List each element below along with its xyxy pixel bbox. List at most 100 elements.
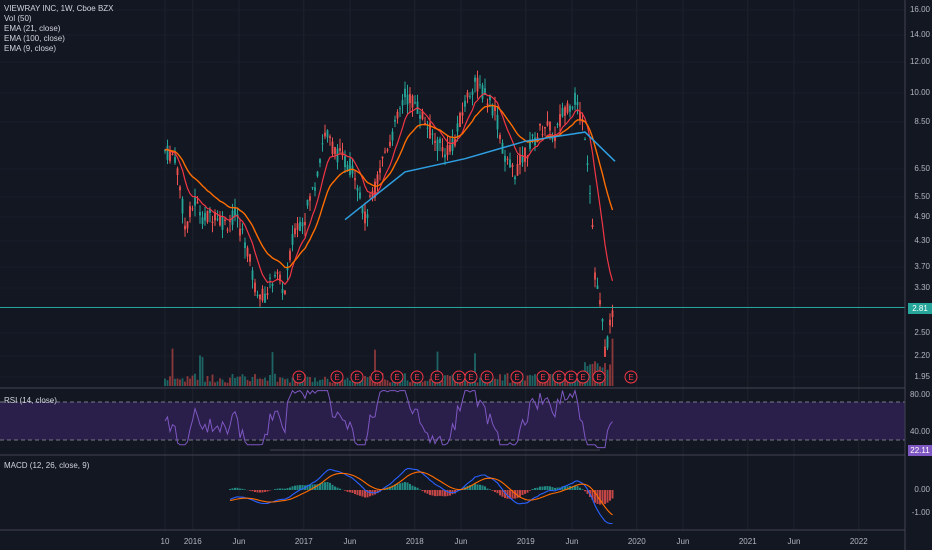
legend-ema21[interactable]: EMA (21, close) [4, 24, 61, 33]
macd-histogram-bar [424, 490, 426, 493]
candle-body [604, 346, 606, 357]
earnings-marker-label: E [434, 373, 439, 382]
volume-bar [526, 375, 529, 386]
volume-bar [339, 379, 341, 386]
candle-body [459, 112, 461, 127]
volume-bar [371, 379, 374, 386]
candle-body [214, 212, 216, 221]
candle-body [176, 168, 179, 175]
macd-histogram-bar [526, 490, 529, 493]
volume-bar [481, 381, 484, 386]
candle-body [174, 157, 176, 163]
macd-histogram-bar [501, 490, 504, 497]
macd-histogram-bar [444, 490, 446, 497]
volume-bar [319, 379, 321, 386]
candle-body [259, 294, 261, 300]
macd-panel [229, 468, 614, 525]
volume-bar [509, 382, 511, 386]
macd-histogram-bar [586, 490, 589, 494]
candle-body [469, 96, 471, 98]
macd-histogram-bar [579, 487, 581, 490]
macd-histogram-bar [611, 490, 614, 499]
candle-body [504, 155, 506, 162]
candle-body [491, 104, 494, 116]
candle-body [426, 127, 429, 129]
macd-histogram-bar [411, 485, 414, 490]
volume-bar [494, 378, 496, 386]
macd-histogram-bar [534, 488, 536, 490]
legend-vol[interactable]: Vol (50) [4, 14, 32, 23]
volume-bar [311, 381, 314, 386]
rsi-panel [0, 388, 905, 451]
macd-histogram-bar [479, 484, 481, 490]
symbol-title[interactable]: VIEWRAY INC, 1W, Cboe BZX [4, 4, 114, 13]
candle-body [479, 84, 481, 86]
candle-body [289, 250, 291, 261]
candle-body [281, 289, 284, 294]
signal-line [229, 471, 613, 516]
candle-body [434, 141, 436, 143]
volume-bar [254, 374, 256, 386]
candle-body [589, 192, 591, 194]
candle-body [206, 210, 209, 223]
candle-body [474, 77, 476, 82]
macd-histogram-bar [494, 490, 496, 493]
rsi-label[interactable]: RSI (14, close) [4, 396, 57, 405]
macd-histogram-bar [306, 484, 309, 490]
macd-histogram-bar [369, 490, 371, 497]
volume-bar [446, 375, 449, 386]
earnings-marker-label: E [580, 373, 585, 382]
volume-bar [524, 380, 526, 386]
macd-histogram-bar [401, 482, 404, 490]
volume-bar [204, 381, 206, 386]
candle-body [221, 215, 224, 230]
volume-bar [539, 381, 541, 386]
candle-body [439, 138, 441, 144]
earnings-marker-circle [370, 370, 384, 384]
candle-body [324, 132, 326, 137]
volume-bar [429, 378, 431, 386]
legend-ema100[interactable]: EMA (100, close) [4, 34, 65, 43]
candle-body [581, 119, 584, 123]
candle-body [209, 209, 211, 213]
macd-histogram-bar [539, 486, 541, 490]
macd-histogram-bar [339, 488, 341, 490]
earnings-marker-label: E [354, 373, 359, 382]
macd-label[interactable]: MACD (12, 26, close, 9) [4, 461, 90, 470]
macd-histogram-bar [404, 481, 406, 490]
macd-histogram-bar [244, 489, 246, 490]
volume-bar [229, 377, 231, 386]
volume-bar [346, 377, 349, 386]
macd-histogram-bar [591, 490, 594, 500]
volume-bar [291, 377, 294, 386]
legend-ema9[interactable]: EMA (9, close) [4, 44, 57, 53]
earnings-marker-label: E [596, 373, 601, 382]
volume-bar [309, 377, 311, 386]
macd-histogram-bar [521, 490, 524, 495]
volume-bar [304, 374, 306, 386]
macd-histogram-bar [299, 484, 301, 490]
candle-body [494, 106, 496, 111]
volume-bar [511, 380, 514, 386]
macd-histogram-bar [554, 487, 556, 490]
volume-bar [214, 382, 216, 386]
macd-histogram-bar [399, 483, 401, 490]
macd-histogram-bar [426, 490, 429, 494]
candle-body [499, 135, 501, 140]
volume-bar [444, 375, 446, 386]
earnings-marker-label: E [394, 373, 399, 382]
macd-histogram-bar [434, 490, 436, 497]
macd-histogram-bar [336, 487, 339, 490]
macd-histogram-bar [351, 490, 354, 493]
volume-bar [551, 374, 554, 386]
grid [164, 0, 860, 530]
volume-bar [239, 376, 241, 386]
earnings-marker-circle [592, 370, 606, 384]
candle-body [441, 147, 444, 152]
macd-histogram-bar [484, 486, 486, 490]
macd-histogram-bar [406, 482, 409, 490]
candle-body [409, 94, 411, 104]
candle-body [321, 143, 324, 145]
candle-body [361, 206, 364, 214]
